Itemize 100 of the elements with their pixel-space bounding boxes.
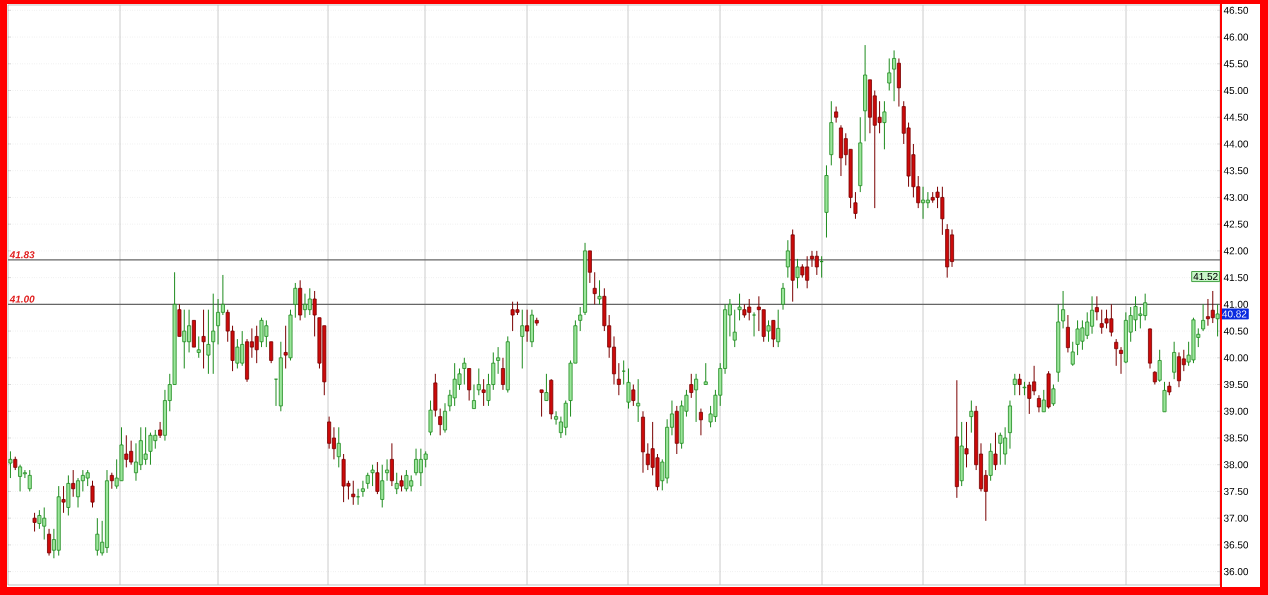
candlestick [925,191,930,209]
candlestick [1012,373,1017,396]
candlestick [698,408,703,436]
candlestick [776,309,781,348]
candlestick [467,367,472,402]
candlestick [18,464,23,492]
candlestick [694,373,699,423]
candlestick [1094,295,1099,321]
candlestick [1114,338,1119,367]
candlestick [307,287,312,316]
candlestick [500,357,505,391]
candlestick [351,480,356,506]
candlestick [471,384,476,410]
candlestick [1210,290,1215,324]
candlestick [380,464,385,508]
candlestick [312,290,317,337]
candlestick [61,485,66,514]
candlestick [587,250,592,284]
candlestick [143,426,148,466]
candlestick [554,410,559,426]
y-tick-label: 37.00 [1223,514,1249,522]
y-tick-label: 45.00 [1223,86,1249,95]
candlestick [703,362,708,386]
candlestick [360,480,365,498]
y-tick-label: 40.00 [1223,354,1249,362]
candlestick [785,239,790,279]
candlestick [525,309,530,343]
candlestick [124,434,129,468]
y-tick-label: 36.50 [1223,541,1249,549]
candlestick [993,432,998,471]
candlestick [636,378,641,423]
candlestick [597,279,602,305]
candlestick [1172,341,1177,380]
candlestick [27,469,32,492]
y-tick-label: 46.00 [1223,33,1249,41]
candlestick [196,335,201,359]
candlestick [211,293,216,375]
annotation: 40.82 [1222,310,1247,318]
candlestick [404,469,409,492]
candlestick [269,341,274,364]
y-tick-label: 43.50 [1223,167,1249,175]
candlestick [520,309,525,369]
candlestick [814,250,819,276]
candlestick [90,480,95,508]
ref-line-label: 41.00 [9,295,35,303]
candlestick [71,469,76,498]
candlestick [95,517,100,557]
ref-line-label: 41.83 [9,251,35,259]
candlestick [853,191,858,220]
candlestick [370,464,375,487]
candlestick [1041,389,1046,413]
candlestick [158,421,163,439]
candlestick [751,311,757,337]
candlestick [293,282,298,319]
candlestick [626,367,631,410]
candlestick [235,338,240,369]
y-tick-label: 39.00 [1223,407,1249,415]
annotation: 41.52 [1193,273,1218,281]
candlestick [254,325,259,364]
candlestick [737,293,742,321]
candlestick [795,258,800,289]
candlestick [1017,373,1022,396]
candlestick [47,528,52,557]
y-tick-label: 44.50 [1223,113,1249,121]
candlestick [182,309,187,369]
candlestick [689,373,694,399]
y-tick-label: 43.00 [1223,193,1249,201]
candlestick [887,57,892,92]
candlestick [781,282,786,311]
y-tick-label: 38.50 [1223,434,1249,442]
candlestick [443,402,447,434]
candlestick [394,472,399,495]
candlestick [201,309,206,369]
candlestick [771,319,776,348]
candlestick [481,378,486,407]
candlestick [476,367,481,396]
candlestick [1070,341,1075,367]
candlestick [631,384,636,407]
y-tick-label: 41.00 [1223,300,1249,308]
y-tick-label: 42.50 [1223,220,1249,228]
candlestick [921,186,926,220]
candlestick [539,389,544,418]
y-tick-label: 36.00 [1223,568,1249,576]
candlestick [414,448,419,476]
candlestick [8,450,13,479]
candlestick [592,271,597,305]
y-tick-label: 45.50 [1223,60,1249,68]
candlestick [1162,381,1167,413]
candlestick [766,319,771,343]
candlestick [964,421,969,468]
candlestick [1119,346,1124,375]
candlestick [1022,381,1027,396]
candlestick [1065,314,1070,353]
y-tick-label: 37.50 [1223,487,1249,495]
candlestick [336,426,341,468]
candlestick [882,100,887,150]
candlestick [428,400,433,436]
candlestick [1201,303,1206,332]
y-tick-label: 41.50 [1223,274,1249,282]
candlestick [389,442,394,487]
